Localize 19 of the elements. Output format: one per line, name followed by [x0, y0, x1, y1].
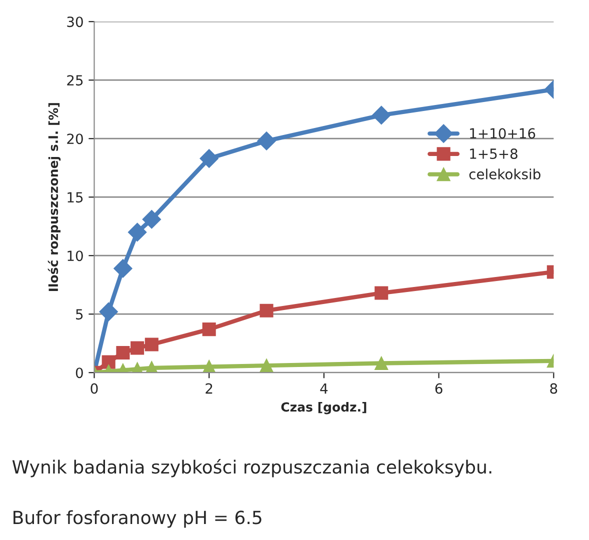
- legend-label: 1+5+8: [470, 148, 518, 160]
- x-tick-label: 4: [320, 383, 328, 394]
- y-tick-label: 20: [67, 134, 83, 144]
- x-tick-label: 0: [90, 383, 98, 394]
- text: Wynik badania szybkości rozpuszczania celekoksybu.: [12, 459, 492, 478]
- y-tick-label: 0: [76, 368, 83, 378]
- x-axis-title: Czas [godz.]: [281, 402, 366, 414]
- legend-label: 1+10+16: [470, 128, 536, 139]
- x-tick-label: 2: [206, 383, 212, 394]
- y-tick-label: 15: [68, 192, 83, 203]
- y-tick-label: 25: [67, 75, 83, 86]
- y-tick-label: 30: [67, 16, 83, 28]
- y-tick-label: 5: [76, 309, 83, 320]
- x-tick-label: 6: [435, 383, 442, 394]
- text: Bufor fosforanowy pH = 6.5: [14, 510, 262, 528]
- y-axis-title: Ilość rozpuszczonej s.l. [%]: [48, 103, 61, 292]
- x-tick-label: 8: [550, 383, 558, 394]
- y-tick-label: 10: [68, 250, 83, 262]
- legend-label: celekoksib: [469, 168, 540, 180]
